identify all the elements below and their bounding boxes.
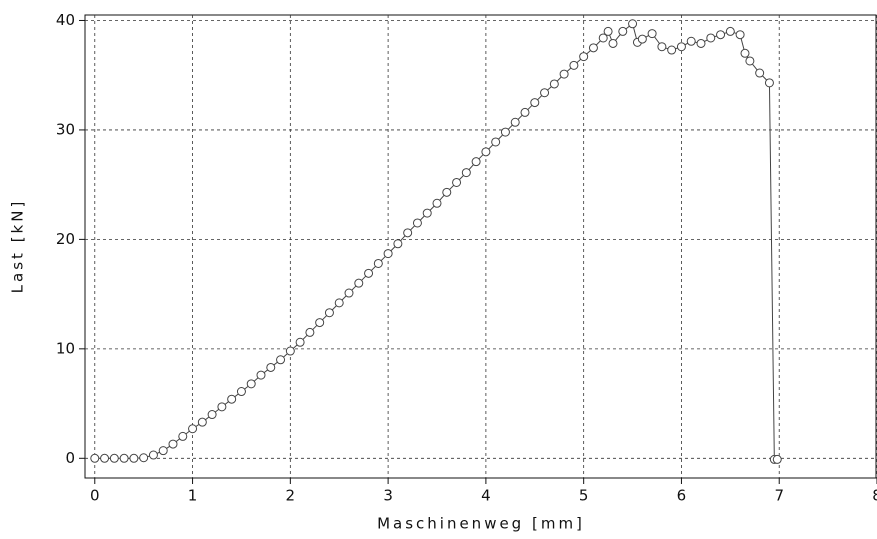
x-tick-label: 3: [383, 487, 393, 505]
data-point: [764, 78, 774, 88]
data-point: [686, 36, 696, 46]
data-point: [188, 424, 198, 434]
data-point: [745, 56, 755, 66]
data-point: [559, 69, 569, 79]
data-point: [471, 157, 481, 167]
x-tick-label: 1: [188, 487, 198, 505]
data-point: [227, 394, 237, 404]
plot-frame: [84, 14, 877, 479]
x-tick-label: 0: [90, 487, 100, 505]
data-point: [129, 453, 139, 463]
x-tick-label: 4: [481, 487, 491, 505]
data-point: [432, 198, 442, 208]
data-point: [285, 346, 295, 356]
data-point: [461, 168, 471, 178]
data-point: [178, 431, 188, 441]
x-tick-label: 2: [286, 487, 296, 505]
y-tick-label: 10: [56, 339, 75, 357]
data-point: [549, 79, 559, 89]
data-point: [422, 208, 432, 218]
x-tick-label: 8: [872, 487, 877, 505]
data-point: [197, 417, 207, 427]
data-point: [647, 29, 657, 39]
data-point: [334, 298, 344, 308]
data-point: [491, 137, 501, 147]
data-point: [569, 60, 579, 70]
data-point: [452, 177, 462, 187]
data-point: [412, 218, 422, 228]
data-point: [667, 45, 677, 55]
data-point: [618, 26, 628, 36]
data-point: [354, 278, 364, 288]
y-tick-label: 20: [56, 230, 75, 248]
data-point: [266, 362, 276, 372]
data-point: [530, 98, 540, 108]
data-point: [628, 19, 638, 29]
data-point: [403, 228, 413, 238]
data-point: [725, 26, 735, 36]
data-point: [657, 42, 667, 52]
data-point: [158, 446, 168, 456]
x-tick-label: 5: [579, 487, 589, 505]
y-axis-title: Last [kN]: [9, 199, 27, 294]
data-point: [246, 379, 256, 389]
data-point: [315, 318, 325, 328]
data-point: [696, 38, 706, 48]
data-point: [256, 370, 266, 380]
y-tick-label: 0: [65, 449, 75, 467]
data-point: [706, 33, 716, 43]
data-point: [716, 30, 726, 40]
data-point: [119, 453, 129, 463]
data-point: [207, 410, 217, 420]
x-tick-label: 7: [774, 487, 784, 505]
y-tick-label: 40: [56, 11, 75, 29]
data-point: [344, 288, 354, 298]
data-point: [637, 34, 647, 44]
data-point: [139, 453, 149, 463]
data-point: [305, 327, 315, 337]
data-point: [603, 26, 613, 36]
data-point: [276, 355, 286, 365]
data-point: [383, 249, 393, 259]
data-point: [735, 30, 745, 40]
data-point: [481, 147, 491, 157]
data-line: [94, 22, 778, 460]
data-point: [393, 239, 403, 249]
data-point: [598, 33, 608, 43]
data-point: [373, 258, 383, 268]
data-point: [100, 453, 110, 463]
data-point: [148, 450, 158, 460]
data-point: [540, 88, 550, 98]
data-point: [772, 454, 782, 464]
data-point: [295, 337, 305, 347]
data-point: [168, 439, 178, 449]
data-point: [579, 52, 589, 62]
data-point: [442, 187, 452, 197]
data-point: [236, 387, 246, 397]
data-point: [500, 127, 510, 137]
data-point: [608, 38, 618, 48]
data-point: [676, 42, 686, 52]
data-point: [755, 68, 765, 78]
x-tick-label: 6: [677, 487, 687, 505]
data-point: [109, 453, 119, 463]
data-point: [217, 402, 227, 412]
y-tick-label: 30: [56, 120, 75, 138]
data-point: [520, 107, 530, 117]
data-point: [740, 48, 750, 58]
data-point: [364, 268, 374, 278]
data-point: [588, 43, 598, 53]
data-point: [510, 117, 520, 127]
data-point: [90, 453, 100, 463]
data-point: [324, 308, 334, 318]
x-axis-title: Maschinenweg [mm]: [377, 515, 585, 533]
